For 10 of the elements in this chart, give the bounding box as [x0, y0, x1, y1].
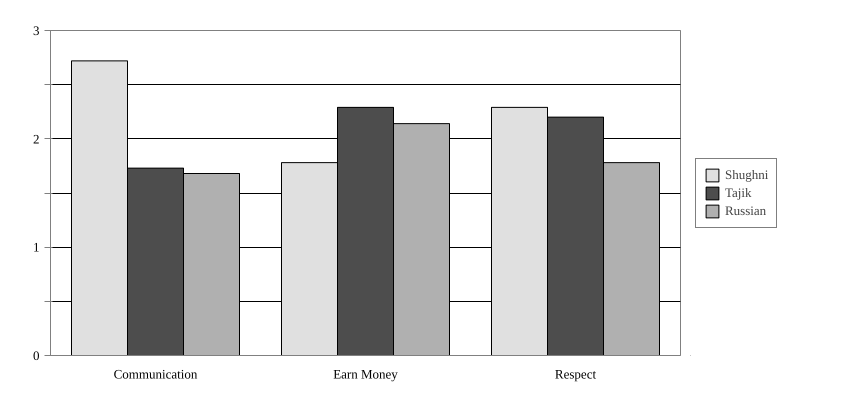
- legend-label: Tajik: [725, 184, 752, 200]
- x-tick-label: Respect: [554, 366, 596, 382]
- y-tick-label: 3: [33, 23, 40, 38]
- y-tick-label: 1: [33, 240, 40, 255]
- x-tick-label: Earn Money: [333, 366, 398, 382]
- legend-label: Shughni: [725, 166, 768, 182]
- x-tick-label: Communication: [114, 366, 198, 382]
- y-tick-label: 2: [33, 131, 40, 146]
- y-tick-label: 0: [33, 348, 40, 363]
- legend-label: Russian: [725, 202, 766, 218]
